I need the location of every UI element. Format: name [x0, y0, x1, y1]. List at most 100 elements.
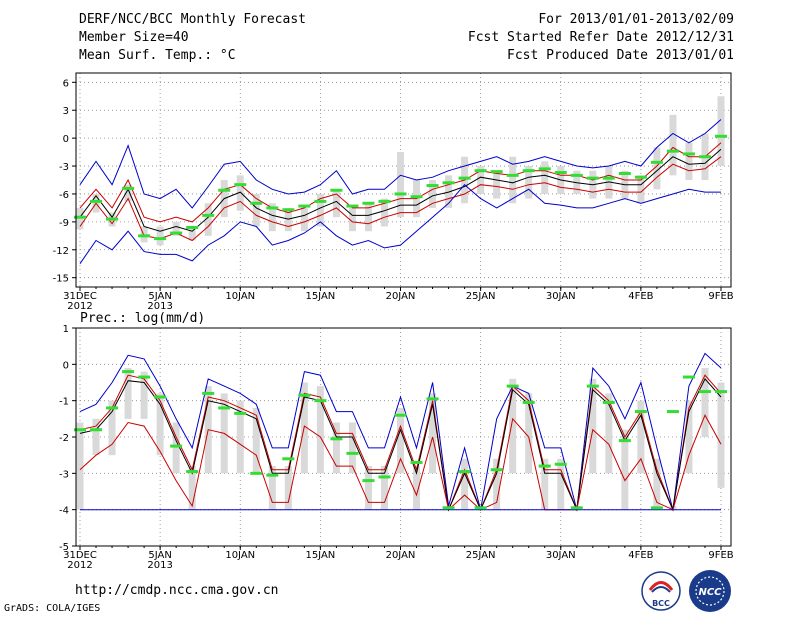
temp-spread-box [685, 142, 693, 180]
ncc-logo-text: NCC [698, 587, 722, 598]
source-url[interactable]: http://cmdp.ncc.cma.gov.cn [75, 583, 279, 598]
temp-ensemble-marker [362, 201, 375, 205]
prec-ensemble-marker [538, 464, 551, 468]
prec-ensemble-marker [506, 384, 519, 388]
temp-ensemble-marker [138, 234, 151, 238]
prec-ensemble-marker [682, 375, 695, 379]
prec-spread-box [188, 466, 196, 510]
temp-spread-box [204, 203, 212, 236]
prec-ensemble-marker [122, 370, 135, 374]
temp-ensemble-marker [122, 186, 135, 190]
prec-spread-box [653, 458, 661, 510]
prec-ensemble-marker [490, 468, 503, 472]
temp-ensemble-marker [282, 208, 295, 212]
bcc-logo-text: BCC [652, 599, 670, 608]
temp-ensemble-marker [698, 155, 711, 159]
prec-xtick-label: 20JAN [386, 550, 416, 561]
temp-ensemble-marker [170, 231, 183, 235]
forecast-start-date: Fcst Started Refer Date 2012/12/31 [467, 30, 734, 45]
temp-frame [75, 72, 732, 288]
prec-ensemble-marker [314, 399, 327, 403]
temp-ensemble-marker [682, 152, 695, 156]
prec-spread-box [332, 422, 340, 474]
temp-ensemble-marker [538, 167, 551, 171]
prec-ensemble-marker [426, 397, 439, 401]
prec-spread-box [525, 393, 533, 474]
temp-xtick-label: 10JAN [225, 291, 255, 302]
prec-ensemble-marker [570, 506, 583, 510]
prec-ensemble-marker [602, 400, 615, 404]
prec-ensemble-marker [618, 439, 631, 443]
prec-xtick-label: 30JAN [546, 550, 576, 561]
temp-ytick-label: -3 [59, 162, 69, 173]
prec-ensemble-marker [346, 451, 359, 455]
prec-ensemble-marker [554, 462, 567, 466]
prec-spread-box [252, 407, 260, 474]
prec-spread-box [380, 466, 388, 510]
temp-xtick-label: 15JAN [305, 291, 335, 302]
bcc-logo-ring [641, 571, 681, 611]
temp-spread-box [300, 207, 308, 232]
temp-spread-box [348, 207, 356, 232]
temp-ensemble-marker [394, 192, 407, 196]
prec-spread-box [397, 407, 404, 474]
temp-ensemble-marker [650, 160, 663, 164]
temp-spread-box [172, 221, 180, 236]
bcc-logo: BCC [641, 571, 681, 611]
prec-xtick-label: 15JAN [305, 550, 335, 561]
prec-series-max [79, 352, 722, 510]
temp-spread-box [156, 226, 164, 246]
prec-spread-box [140, 371, 148, 419]
temp-ensemble-marker [586, 176, 599, 180]
temp-ensemble-marker [634, 175, 647, 179]
temp-xtick-year: 2012 [67, 301, 92, 312]
temp-ensemble-marker [250, 201, 263, 205]
prec-ensemble-marker [442, 506, 455, 510]
grads-credit: GrADS: COLA/IGES [4, 603, 101, 614]
prec-spread-box [236, 400, 244, 474]
prec-ensemble-marker [170, 444, 183, 448]
prec-series-mean [79, 378, 722, 512]
prec-ensemble-marker [698, 390, 711, 394]
forecast-produced-date: Fcst Produced Date 2013/01/01 [507, 48, 734, 63]
prec-ensemble-marker [90, 428, 103, 432]
temp-series-lower [79, 156, 722, 242]
prec-spread-box [605, 393, 613, 474]
temp-xtick-label: 5JAN [148, 291, 171, 302]
prec-spread-box [717, 382, 725, 488]
temp-ytick-label: -6 [59, 190, 69, 201]
temp-spread-box [268, 203, 276, 232]
temp-ensemble-marker [106, 217, 119, 221]
prec-ensemble-marker [410, 460, 423, 464]
temp-ensemble-marker [442, 181, 455, 185]
prec-spread-box [685, 400, 693, 474]
prec-xtick-year: 2013 [147, 560, 172, 571]
temp-ensemble-marker [618, 171, 631, 175]
temp-ensemble-marker [314, 199, 327, 203]
prec-ensemble-marker [282, 457, 295, 461]
temp-xtick-label: 31DEC [63, 291, 97, 302]
prec-spread-box [621, 429, 629, 510]
prec-ytick-label: -3 [59, 469, 69, 480]
temp-spread-box [252, 193, 260, 227]
temp-xtick-label: 4FEB [628, 291, 653, 302]
prec-ytick-label: 1 [63, 324, 69, 335]
prec-spread-box [541, 458, 549, 510]
prec-spread-box [124, 367, 132, 419]
prec-ensemble-marker [186, 470, 199, 474]
prec-xtick-label: 4FEB [628, 550, 653, 561]
temp-spread-box [717, 96, 725, 167]
prec-ensemble-marker [106, 406, 119, 410]
prec-ensemble-marker [634, 410, 647, 414]
prec-ensemble-marker [474, 506, 487, 510]
temp-ensemble-marker [346, 204, 359, 208]
prec-spread-box [557, 458, 565, 510]
prec-spread-box [92, 418, 100, 456]
prec-ensemble-marker [458, 470, 471, 474]
bcc-logo-arc [648, 581, 674, 591]
prec-spread-box [108, 400, 116, 456]
prec-spread-box [637, 400, 645, 474]
prec-ytick-label: -5 [59, 542, 69, 553]
